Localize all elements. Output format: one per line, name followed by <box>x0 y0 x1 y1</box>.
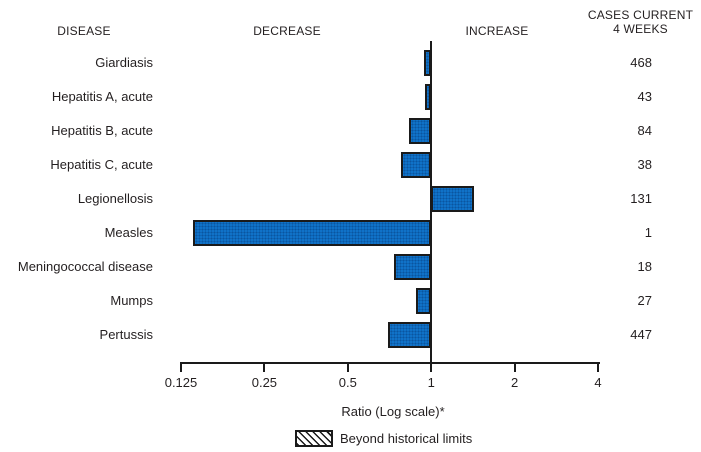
cases-value: 468 <box>630 55 652 70</box>
x-axis-tick <box>430 362 433 372</box>
x-axis-tick <box>346 362 349 372</box>
cases-value: 131 <box>630 191 652 206</box>
disease-label: Meningococcal disease <box>17 259 153 274</box>
x-axis-tick <box>513 362 516 372</box>
x-axis-tick <box>180 362 182 372</box>
disease-label: Mumps <box>110 293 153 308</box>
legend-label: Beyond historical limits <box>340 431 473 446</box>
x-axis-tick-label: 0.5 <box>338 375 357 390</box>
ratio-bar <box>415 288 431 314</box>
ratio-bar <box>401 152 431 178</box>
cases-value: 43 <box>637 89 652 104</box>
column-header-increase: INCREASE <box>465 24 529 38</box>
ratio-bar <box>431 186 475 212</box>
disease-label: Measles <box>104 225 153 240</box>
disease-label: Pertussis <box>99 327 153 342</box>
cases-value: 1 <box>644 225 652 240</box>
column-header-cases-current-4-weeks: CASES CURRENT 4 WEEKS <box>587 8 694 36</box>
x-axis-line <box>181 362 600 364</box>
cases-value: 447 <box>630 327 652 342</box>
ratio-bar <box>423 50 431 76</box>
x-axis-tick-label: 2 <box>510 375 519 390</box>
x-axis-tick-label: 0.125 <box>164 375 198 390</box>
disease-label: Hepatitis B, acute <box>51 123 153 138</box>
cases-value: 38 <box>637 157 652 172</box>
cases-value: 27 <box>637 293 652 308</box>
ratio-bar <box>408 118 431 144</box>
x-axis-title: Ratio (Log scale)* <box>341 404 445 419</box>
ratio-bar <box>393 254 431 280</box>
cases-value: 18 <box>637 259 652 274</box>
x-axis-tick-label: 1 <box>427 375 435 390</box>
legend-hatched-swatch <box>295 430 333 447</box>
ratio-bar <box>388 322 431 348</box>
disease-label: Hepatitis A, acute <box>51 89 153 104</box>
x-axis-tick-label: 0.25 <box>251 375 278 390</box>
ratio-bar <box>192 220 431 246</box>
column-header-disease: DISEASE <box>57 24 111 38</box>
disease-label: Hepatitis C, acute <box>50 157 153 172</box>
cases-value: 84 <box>637 123 652 138</box>
x-axis-tick-label: 4 <box>594 375 602 390</box>
column-header-decrease: DECREASE <box>253 24 321 38</box>
x-axis-tick <box>263 362 266 372</box>
ratio-bar <box>424 84 431 110</box>
x-axis-tick <box>597 362 599 372</box>
disease-label: Legionellosis <box>77 191 153 206</box>
disease-label: Giardiasis <box>95 55 153 70</box>
